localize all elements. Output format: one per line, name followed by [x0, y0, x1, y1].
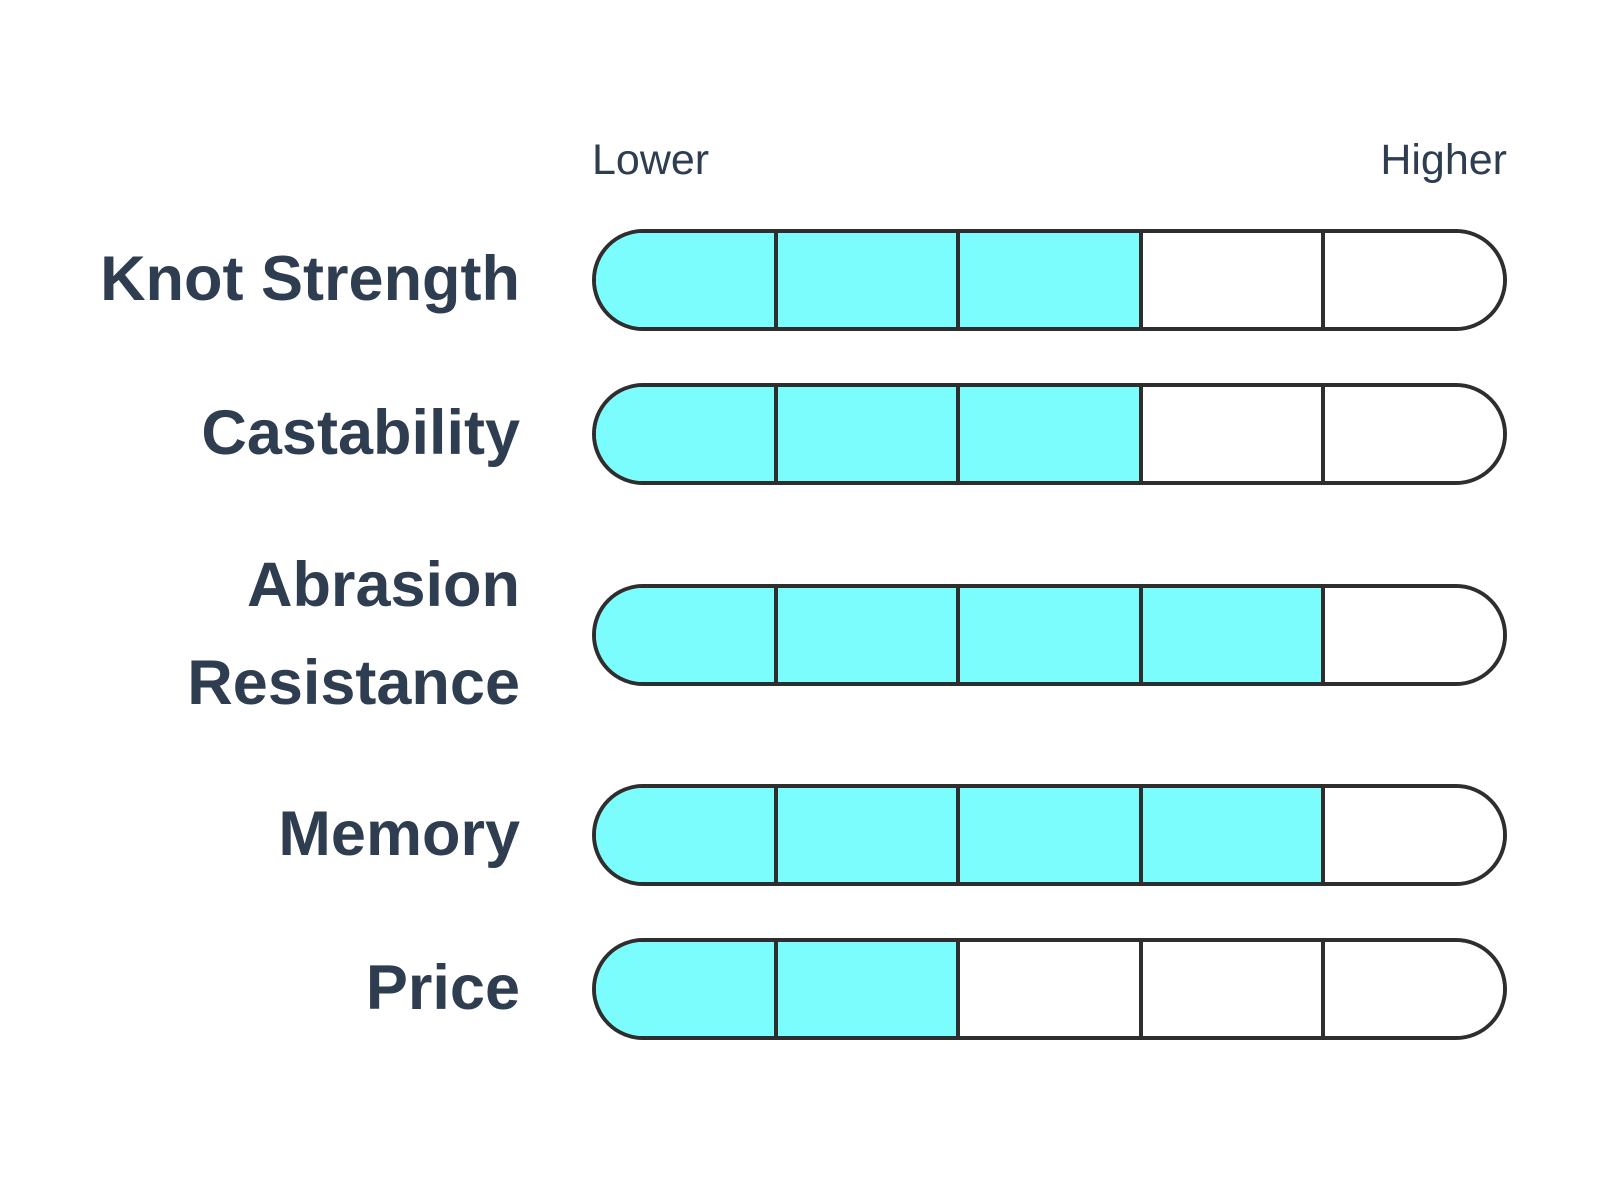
rating-segment-filled: [778, 232, 961, 327]
rating-segment-empty: [1324, 386, 1503, 481]
rating-bar: [592, 228, 1507, 331]
rating-segment-filled: [1142, 788, 1325, 883]
scale-header: Lower Higher: [0, 133, 1600, 189]
rating-segment-filled: [778, 942, 961, 1037]
rating-segment-filled: [596, 788, 779, 883]
scale-lower-label: Lower: [592, 136, 710, 184]
scale-higher-label: Higher: [1380, 136, 1507, 184]
rating-segment-filled: [960, 232, 1143, 327]
rating-segment-empty: [1324, 587, 1503, 682]
rating-segment-empty: [960, 942, 1143, 1037]
rating-segment-empty: [1142, 232, 1325, 327]
rating-segment-filled: [596, 386, 779, 481]
rating-segment-filled: [596, 232, 779, 327]
rating-row: Knot Strength: [0, 228, 1600, 331]
rating-segment-filled: [1142, 587, 1325, 682]
rating-row-label: Price: [365, 953, 520, 1024]
rating-row-label: Castability: [201, 398, 520, 469]
rating-segment-empty: [1324, 232, 1503, 327]
rating-row: Castability: [0, 382, 1600, 485]
rating-row: Abrasion Resistance: [0, 537, 1600, 732]
scale-labels: Lower Higher: [592, 133, 1507, 189]
rating-segment-filled: [960, 788, 1143, 883]
rating-segment-empty: [1324, 788, 1503, 883]
rating-bar: [592, 583, 1507, 686]
rating-segment-filled: [960, 386, 1143, 481]
rating-row: Price: [0, 938, 1600, 1041]
rating-segment-filled: [960, 587, 1143, 682]
rating-row-label: Abrasion Resistance: [187, 549, 520, 718]
rating-segment-empty: [1324, 942, 1503, 1037]
rating-segment-empty: [1142, 386, 1325, 481]
rating-segment-filled: [596, 587, 779, 682]
rating-rows: Knot Strength Castability Abrasion Resis…: [0, 228, 1600, 1041]
rating-bar: [592, 382, 1507, 485]
rating-chart: Lower Higher Knot Strength Castability A…: [0, 133, 1600, 1041]
rating-row: Memory: [0, 784, 1600, 887]
rating-row-label: Memory: [278, 799, 520, 870]
rating-segment-empty: [1142, 942, 1325, 1037]
rating-bar: [592, 784, 1507, 887]
rating-row-label: Knot Strength: [100, 244, 520, 315]
rating-segment-filled: [596, 942, 779, 1037]
rating-segment-filled: [778, 587, 961, 682]
rating-bar: [592, 938, 1507, 1041]
rating-segment-filled: [778, 788, 961, 883]
rating-segment-filled: [778, 386, 961, 481]
